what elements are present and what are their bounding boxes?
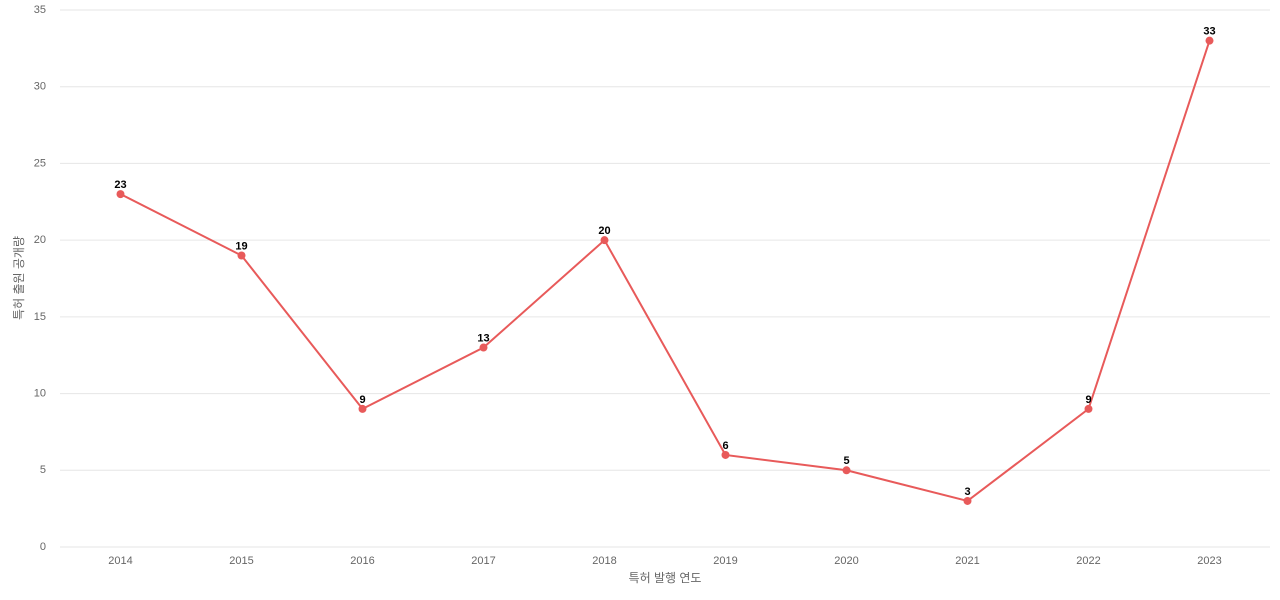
x-tick-label: 2017 <box>471 555 495 567</box>
x-tick-label: 2018 <box>592 555 616 567</box>
data-label: 20 <box>598 225 610 237</box>
point <box>1205 36 1214 45</box>
x-tick-label: 2020 <box>834 555 858 567</box>
y-tick-label: 25 <box>34 157 46 169</box>
point <box>963 496 972 505</box>
point <box>116 190 125 199</box>
y-tick-label: 35 <box>34 4 46 16</box>
point <box>842 466 851 475</box>
point <box>237 251 246 260</box>
x-tick-label: 2019 <box>713 555 737 567</box>
data-label: 23 <box>114 179 126 191</box>
y-tick-label: 15 <box>34 311 46 323</box>
y-axis-title: 특허 출원 공개량 <box>12 236 26 320</box>
data-label: 9 <box>359 394 365 406</box>
y-tick-label: 20 <box>34 234 46 246</box>
point <box>721 450 730 459</box>
data-label: 33 <box>1203 26 1215 38</box>
data-label: 13 <box>477 332 489 344</box>
line <box>120 40 1211 503</box>
point <box>358 404 367 413</box>
x-axis-title: 특허 발행 연도 <box>629 570 702 585</box>
data-label: 9 <box>1085 394 1091 406</box>
y-tick-label: 10 <box>34 387 46 399</box>
data-label: 3 <box>964 486 970 498</box>
point <box>1084 404 1093 413</box>
point <box>600 236 609 245</box>
y-tick-label: 30 <box>34 81 46 93</box>
x-tick-label: 2015 <box>229 555 253 567</box>
y-tick-label: 5 <box>40 464 46 476</box>
x-tick-label: 2023 <box>1197 555 1221 567</box>
data-label: 6 <box>722 440 728 452</box>
x-tick-label: 2016 <box>350 555 374 567</box>
x-tick-label: 2021 <box>955 555 979 567</box>
y-tick-label: 0 <box>40 541 46 553</box>
x-tick-label: 2022 <box>1076 555 1100 567</box>
point <box>479 343 488 352</box>
x-tick-label: 2014 <box>108 555 132 567</box>
data-label: 19 <box>235 240 247 252</box>
data-label: 5 <box>843 455 849 467</box>
